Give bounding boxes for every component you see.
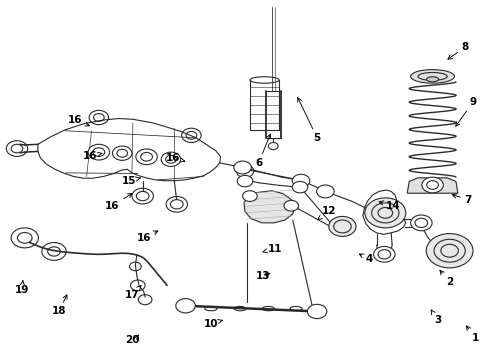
Circle shape xyxy=(176,298,196,313)
Circle shape xyxy=(292,174,310,187)
Text: 14: 14 xyxy=(379,201,401,211)
Text: 16: 16 xyxy=(105,193,132,211)
Text: 20: 20 xyxy=(125,335,139,345)
Text: 7: 7 xyxy=(452,194,472,204)
Circle shape xyxy=(161,152,181,166)
Text: 2: 2 xyxy=(440,270,453,287)
Ellipse shape xyxy=(411,69,455,83)
Circle shape xyxy=(243,191,257,202)
Circle shape xyxy=(269,143,278,150)
Text: 16: 16 xyxy=(83,151,102,161)
Text: 13: 13 xyxy=(256,271,271,281)
Text: 12: 12 xyxy=(318,206,336,220)
Circle shape xyxy=(426,234,473,268)
Text: 4: 4 xyxy=(359,254,373,264)
Circle shape xyxy=(284,201,298,211)
Circle shape xyxy=(374,247,395,262)
Text: 1: 1 xyxy=(466,326,479,343)
Circle shape xyxy=(292,181,308,193)
Circle shape xyxy=(422,177,443,193)
Ellipse shape xyxy=(426,77,439,82)
Text: 18: 18 xyxy=(51,295,67,316)
Circle shape xyxy=(234,161,251,174)
Text: 17: 17 xyxy=(124,285,141,300)
Circle shape xyxy=(411,215,432,231)
Circle shape xyxy=(237,175,253,187)
Text: 9: 9 xyxy=(456,97,477,126)
Circle shape xyxy=(329,216,356,237)
Text: 16: 16 xyxy=(136,231,158,243)
Circle shape xyxy=(317,185,334,198)
Circle shape xyxy=(113,146,132,160)
Text: 15: 15 xyxy=(122,176,141,186)
Circle shape xyxy=(307,304,327,319)
Circle shape xyxy=(365,198,406,228)
Polygon shape xyxy=(244,191,294,223)
Polygon shape xyxy=(407,178,458,193)
Circle shape xyxy=(136,149,157,165)
Text: 19: 19 xyxy=(15,281,29,295)
Text: 8: 8 xyxy=(448,42,469,59)
Text: 16: 16 xyxy=(166,153,185,163)
Circle shape xyxy=(88,144,110,160)
Text: 16: 16 xyxy=(68,115,90,126)
Circle shape xyxy=(379,213,396,226)
Text: 10: 10 xyxy=(204,319,222,329)
Text: 6: 6 xyxy=(255,134,270,168)
Text: 3: 3 xyxy=(431,310,441,325)
Text: 11: 11 xyxy=(263,244,282,253)
Text: 5: 5 xyxy=(298,98,321,143)
